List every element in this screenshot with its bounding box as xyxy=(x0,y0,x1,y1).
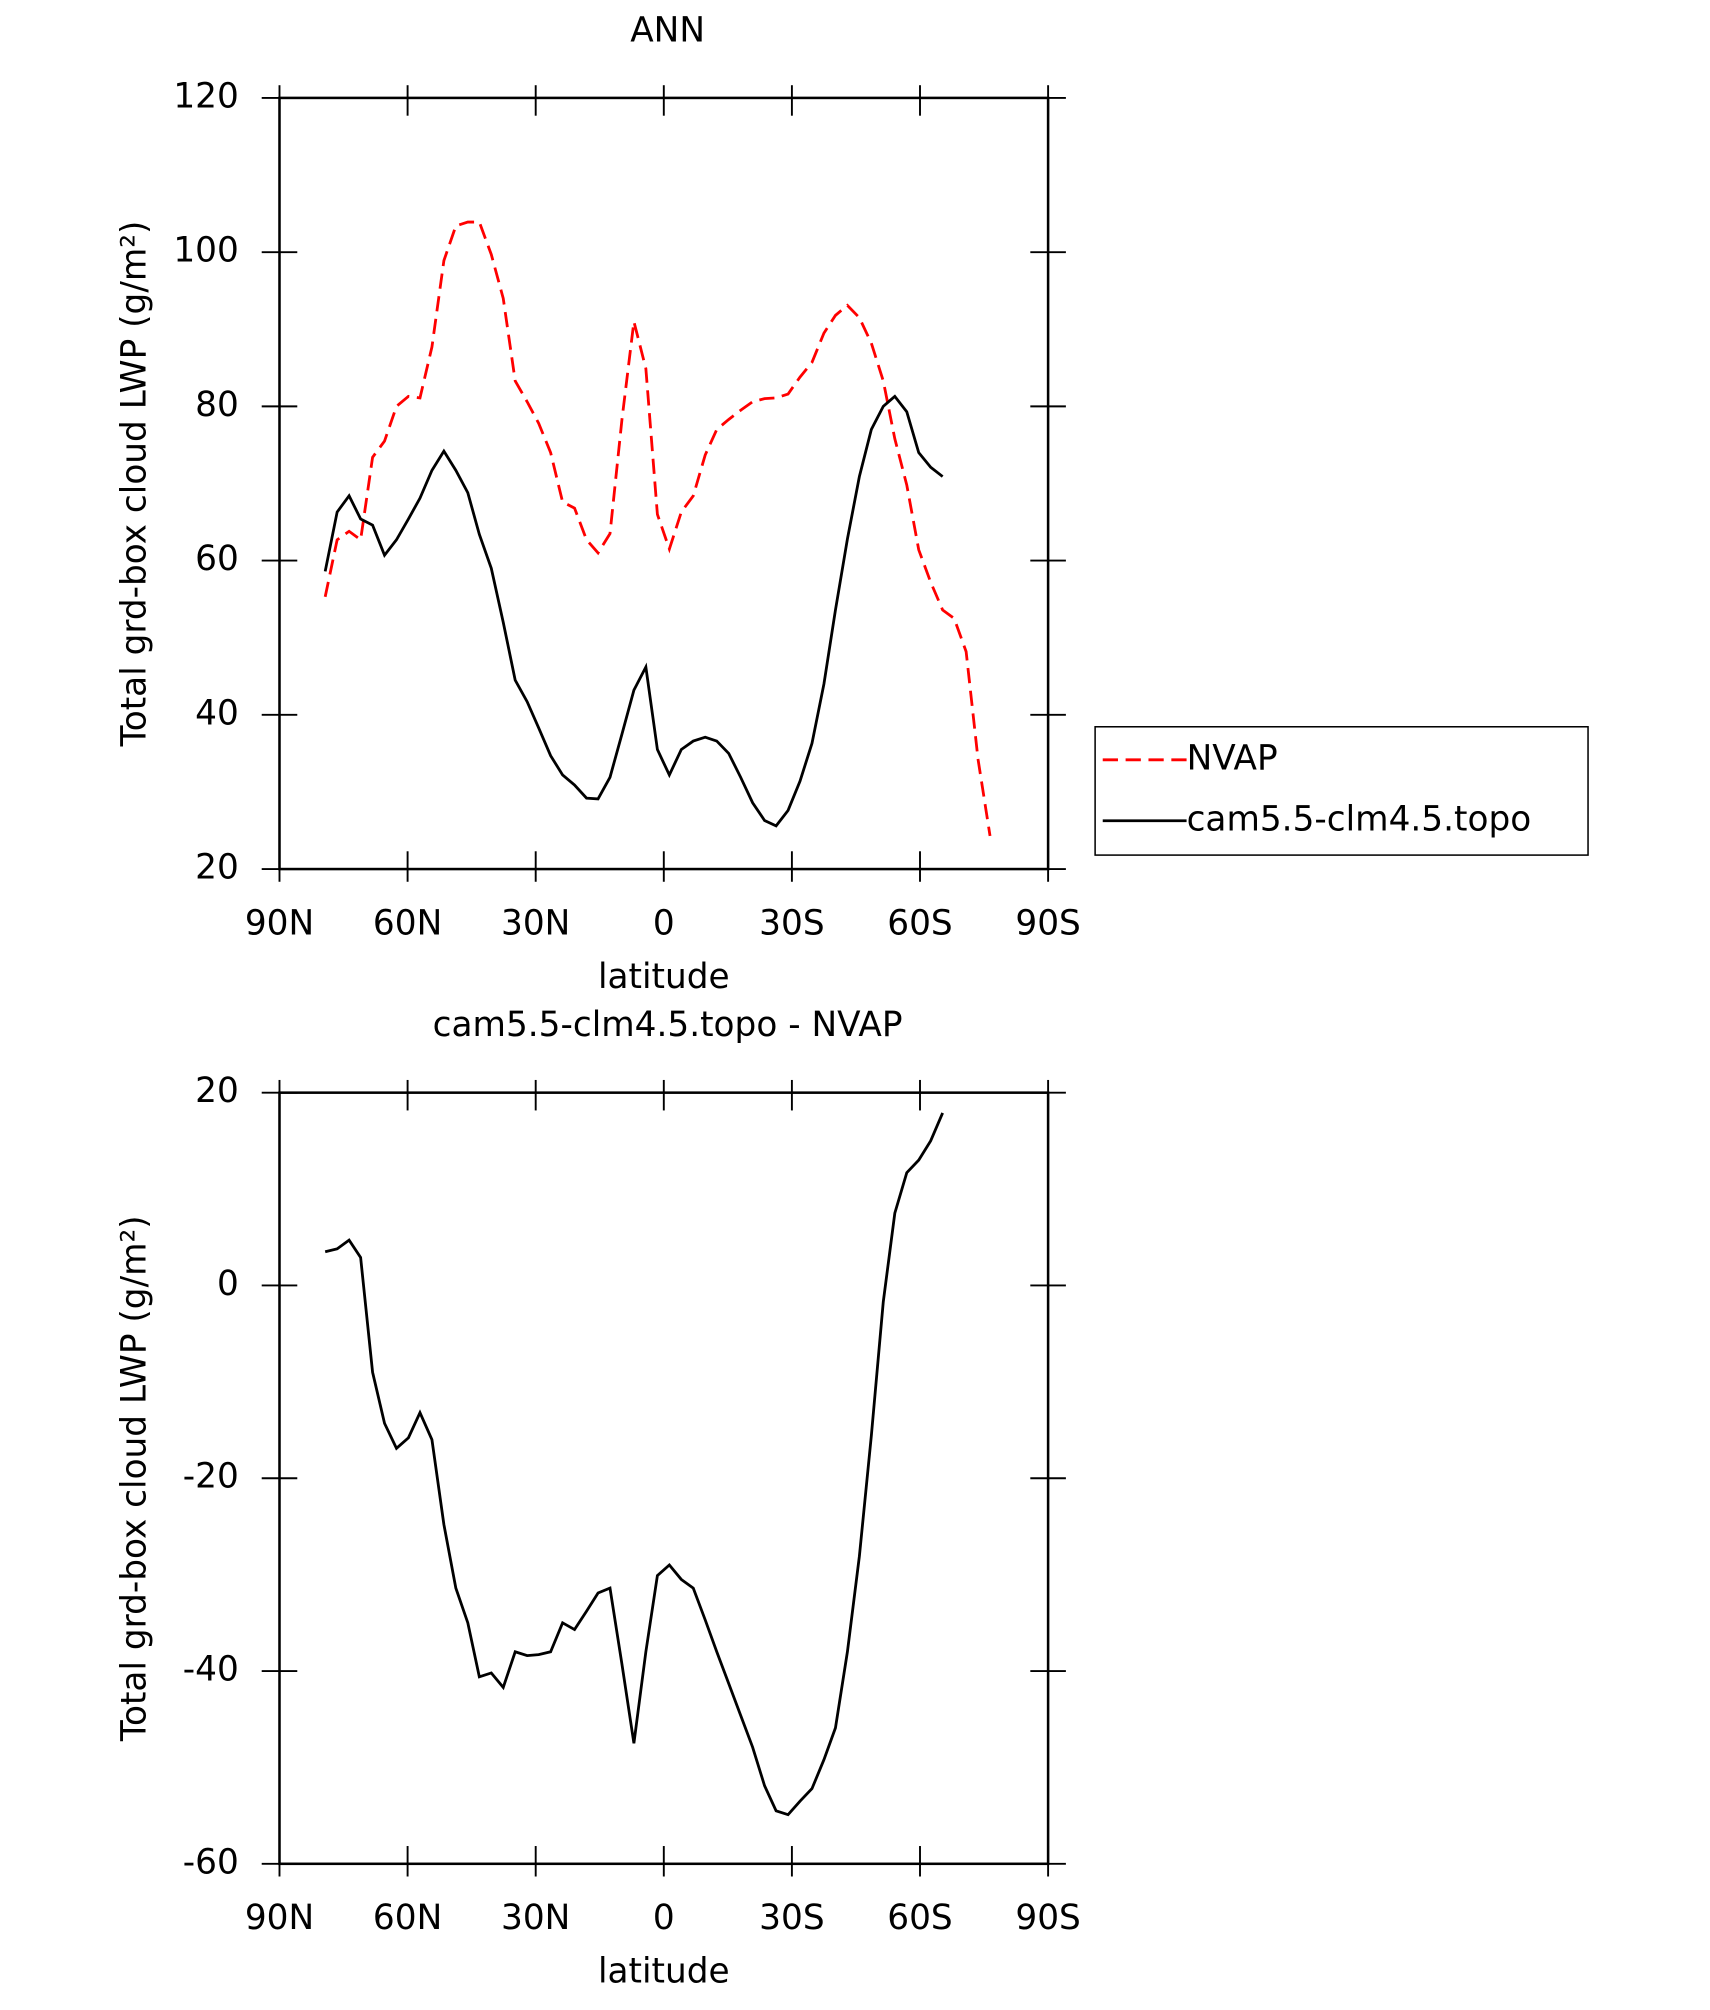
data-line xyxy=(324,1112,944,1817)
y-tick-label: -20 xyxy=(183,1457,239,1497)
legend-box xyxy=(1094,726,1589,856)
y-tick-label: 40 xyxy=(195,693,239,733)
y-axis-label: Total grd-box cloud LWP (g/m²) xyxy=(114,221,154,748)
x-tick-label: 90S xyxy=(1015,1898,1080,1938)
data-line xyxy=(323,220,992,837)
data-line xyxy=(323,394,944,828)
x-tick-label: 30S xyxy=(759,1898,824,1938)
x-tick-label: 60N xyxy=(373,1898,442,1938)
x-axis-label: latitude xyxy=(598,1952,730,1992)
y-tick-label: -40 xyxy=(183,1650,239,1690)
chart-title: ANN xyxy=(630,10,705,50)
y-tick-label: 100 xyxy=(173,231,238,271)
y-tick-label: 80 xyxy=(195,385,239,425)
y-tick-label: 20 xyxy=(195,1071,239,1111)
y-tick-label: 120 xyxy=(173,76,238,116)
x-tick-label: 90N xyxy=(245,903,314,943)
x-tick-label: 0 xyxy=(653,1898,675,1938)
y-tick-label: 20 xyxy=(195,848,239,888)
y-axis-label: Total grd-box cloud LWP (g/m²) xyxy=(114,1215,154,1742)
x-tick-label: 60S xyxy=(887,903,952,943)
x-tick-label: 30N xyxy=(501,1898,570,1938)
chart-title: cam5.5-clm4.5.topo - NVAP xyxy=(433,1005,903,1045)
x-tick-label: 60N xyxy=(373,903,442,943)
y-tick-label: 60 xyxy=(195,539,239,579)
x-tick-label: 30N xyxy=(501,903,570,943)
x-tick-label: 30S xyxy=(759,903,824,943)
y-tick-label: -60 xyxy=(183,1842,239,1882)
x-tick-label: 90N xyxy=(245,1898,314,1938)
legend-label: NVAP xyxy=(1187,738,1278,778)
x-tick-label: 90S xyxy=(1015,903,1080,943)
x-tick-label: 60S xyxy=(887,1898,952,1938)
legend-label: cam5.5-clm4.5.topo xyxy=(1187,799,1532,839)
y-tick-label: 0 xyxy=(217,1264,239,1304)
plot-frame xyxy=(278,1091,1050,1866)
x-tick-label: 0 xyxy=(653,903,675,943)
plot-frame xyxy=(278,96,1050,871)
x-axis-label: latitude xyxy=(598,957,730,997)
